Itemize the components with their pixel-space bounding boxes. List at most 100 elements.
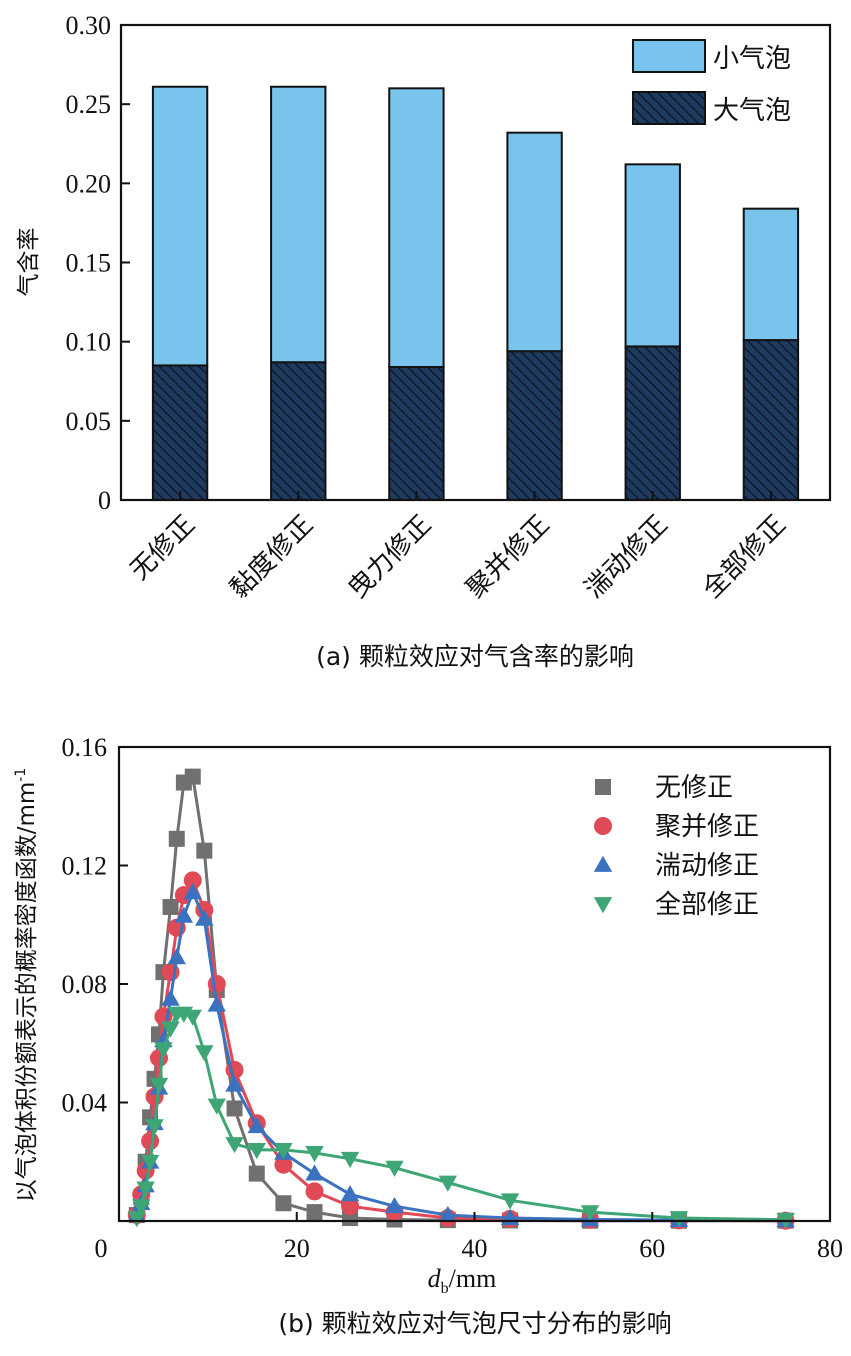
y-axis-label: 以气泡体积份额表示的概率密度函数/mm-1 [13, 768, 40, 1203]
data-point [340, 1185, 360, 1202]
data-point [580, 1205, 600, 1222]
data-point [183, 1009, 202, 1026]
legend-marker-聚并修正 [594, 817, 612, 835]
y-tick-label: 0.05 [66, 407, 112, 436]
data-point [225, 1137, 244, 1154]
caption: (a) 颗粒效应对气含率的影响 [316, 642, 634, 671]
legend-label: 小气泡 [713, 44, 791, 74]
x-tick-label: 全部修正 [697, 510, 792, 605]
data-point [167, 948, 186, 965]
data-point [207, 995, 226, 1012]
x-tick-label: 80 [817, 1234, 843, 1263]
x-axis: 0 20 40 60 80 [95, 1212, 843, 1263]
x-axis: 无修正 黏度修正 曳力修正 聚并修正 湍动修正 全部修正 [125, 491, 792, 604]
data-point [247, 1117, 266, 1134]
bar-小气泡-1 [151, 85, 209, 367]
x-tick-label: 0 [95, 1234, 108, 1263]
x-tick-label: 湍动修正 [579, 510, 674, 605]
bar-大气泡-3 [388, 366, 445, 501]
data-point [669, 1211, 689, 1228]
data-point [305, 1145, 324, 1163]
caption: (b) 颗粒效应对气泡尺寸分布的影响 [278, 1309, 671, 1338]
bar-小气泡-4 [506, 131, 563, 353]
y-axis: 0 0.05 0.10 0.15 0.20 0.25 0.30 [66, 11, 130, 515]
legend-swatch-小气泡 [632, 39, 706, 73]
data-point [226, 1100, 243, 1117]
data-point [248, 1165, 265, 1182]
bar-大气泡-1 [151, 364, 209, 501]
y-tick-label: 0.15 [66, 249, 112, 278]
x-tick-label: 20 [284, 1234, 310, 1263]
bar-大气泡-5 [624, 345, 681, 501]
bar-小气泡-2 [270, 85, 327, 364]
data-point [305, 1164, 324, 1181]
data-point [274, 1143, 293, 1160]
y-tick-label: 0.08 [62, 970, 108, 999]
x-tick-label: 黏度修正 [224, 510, 319, 605]
data-point [274, 1155, 293, 1174]
y-axis: 0.04 0.08 0.12 0.16 [62, 733, 128, 1118]
data-point [225, 1075, 244, 1092]
y-tick-label: 0.25 [66, 90, 112, 119]
legend-label: 无修正 [655, 773, 733, 803]
x-axis-label: db/mm [428, 1264, 497, 1297]
bar-大气泡-4 [506, 350, 563, 501]
data-point [154, 1042, 173, 1059]
series-湍动修正 [127, 882, 795, 1228]
bar-chart: 0 0.05 0.10 0.15 0.20 0.25 0.30 无修正 黏度修正 曳力修正 聚并修… [16, 11, 832, 671]
data-point [247, 1143, 266, 1160]
y-tick-label: 0.04 [62, 1089, 108, 1118]
y-tick-label: 0.16 [62, 733, 108, 762]
data-point [306, 1204, 323, 1221]
y-axis-label: 气含率 [16, 228, 42, 297]
x-tick-label: 40 [462, 1234, 488, 1263]
line-chart: 0.04 0.08 0.12 0.16 0 20 40 60 80 无修正聚并修正湍动修正全部… [13, 733, 843, 1338]
series-line [135, 1012, 786, 1222]
data-point [500, 1193, 520, 1210]
legend-marker-湍动修正 [593, 855, 613, 872]
data-point [168, 830, 185, 847]
bar-group [151, 85, 800, 502]
data-point [195, 1045, 214, 1062]
data-point [141, 1132, 160, 1151]
y-tick-label: 0.20 [66, 169, 112, 198]
legend-label: 大气泡 [713, 96, 791, 126]
bar-大气泡-6 [742, 339, 800, 502]
x-tick-label: 曳力修正 [343, 510, 438, 605]
series-line [135, 876, 786, 1223]
data-point [385, 1196, 404, 1214]
data-point [183, 871, 202, 890]
data-point [149, 1077, 169, 1094]
series-全部修正 [127, 1006, 795, 1230]
data-point [132, 1199, 151, 1216]
data-point [341, 1197, 360, 1216]
bar-小气泡-6 [742, 207, 800, 342]
bar-大气泡-2 [270, 361, 327, 501]
data-point [207, 1098, 226, 1115]
data-point [275, 1195, 292, 1212]
data-point [140, 1154, 160, 1171]
data-point [340, 1151, 360, 1168]
bar-小气泡-3 [388, 87, 445, 368]
series-line [135, 888, 786, 1222]
y-tick-label: 0.30 [66, 11, 112, 40]
bar-小气泡-5 [624, 163, 681, 348]
data-point [195, 909, 214, 926]
data-point [127, 1211, 146, 1228]
data-point [196, 842, 213, 859]
data-point [305, 1182, 324, 1201]
y-tick-label: 0.10 [66, 328, 112, 357]
data-point [174, 906, 194, 923]
x-tick-label: 60 [639, 1234, 665, 1263]
legend-marker-无修正 [595, 779, 611, 795]
data-point [145, 1119, 164, 1136]
data-point [438, 1205, 458, 1222]
data-point [183, 882, 202, 900]
legend-swatch-大气泡 [632, 91, 706, 125]
data-point [161, 1021, 180, 1038]
x-tick-label: 聚并修正 [461, 510, 556, 605]
series-line [135, 774, 786, 1223]
